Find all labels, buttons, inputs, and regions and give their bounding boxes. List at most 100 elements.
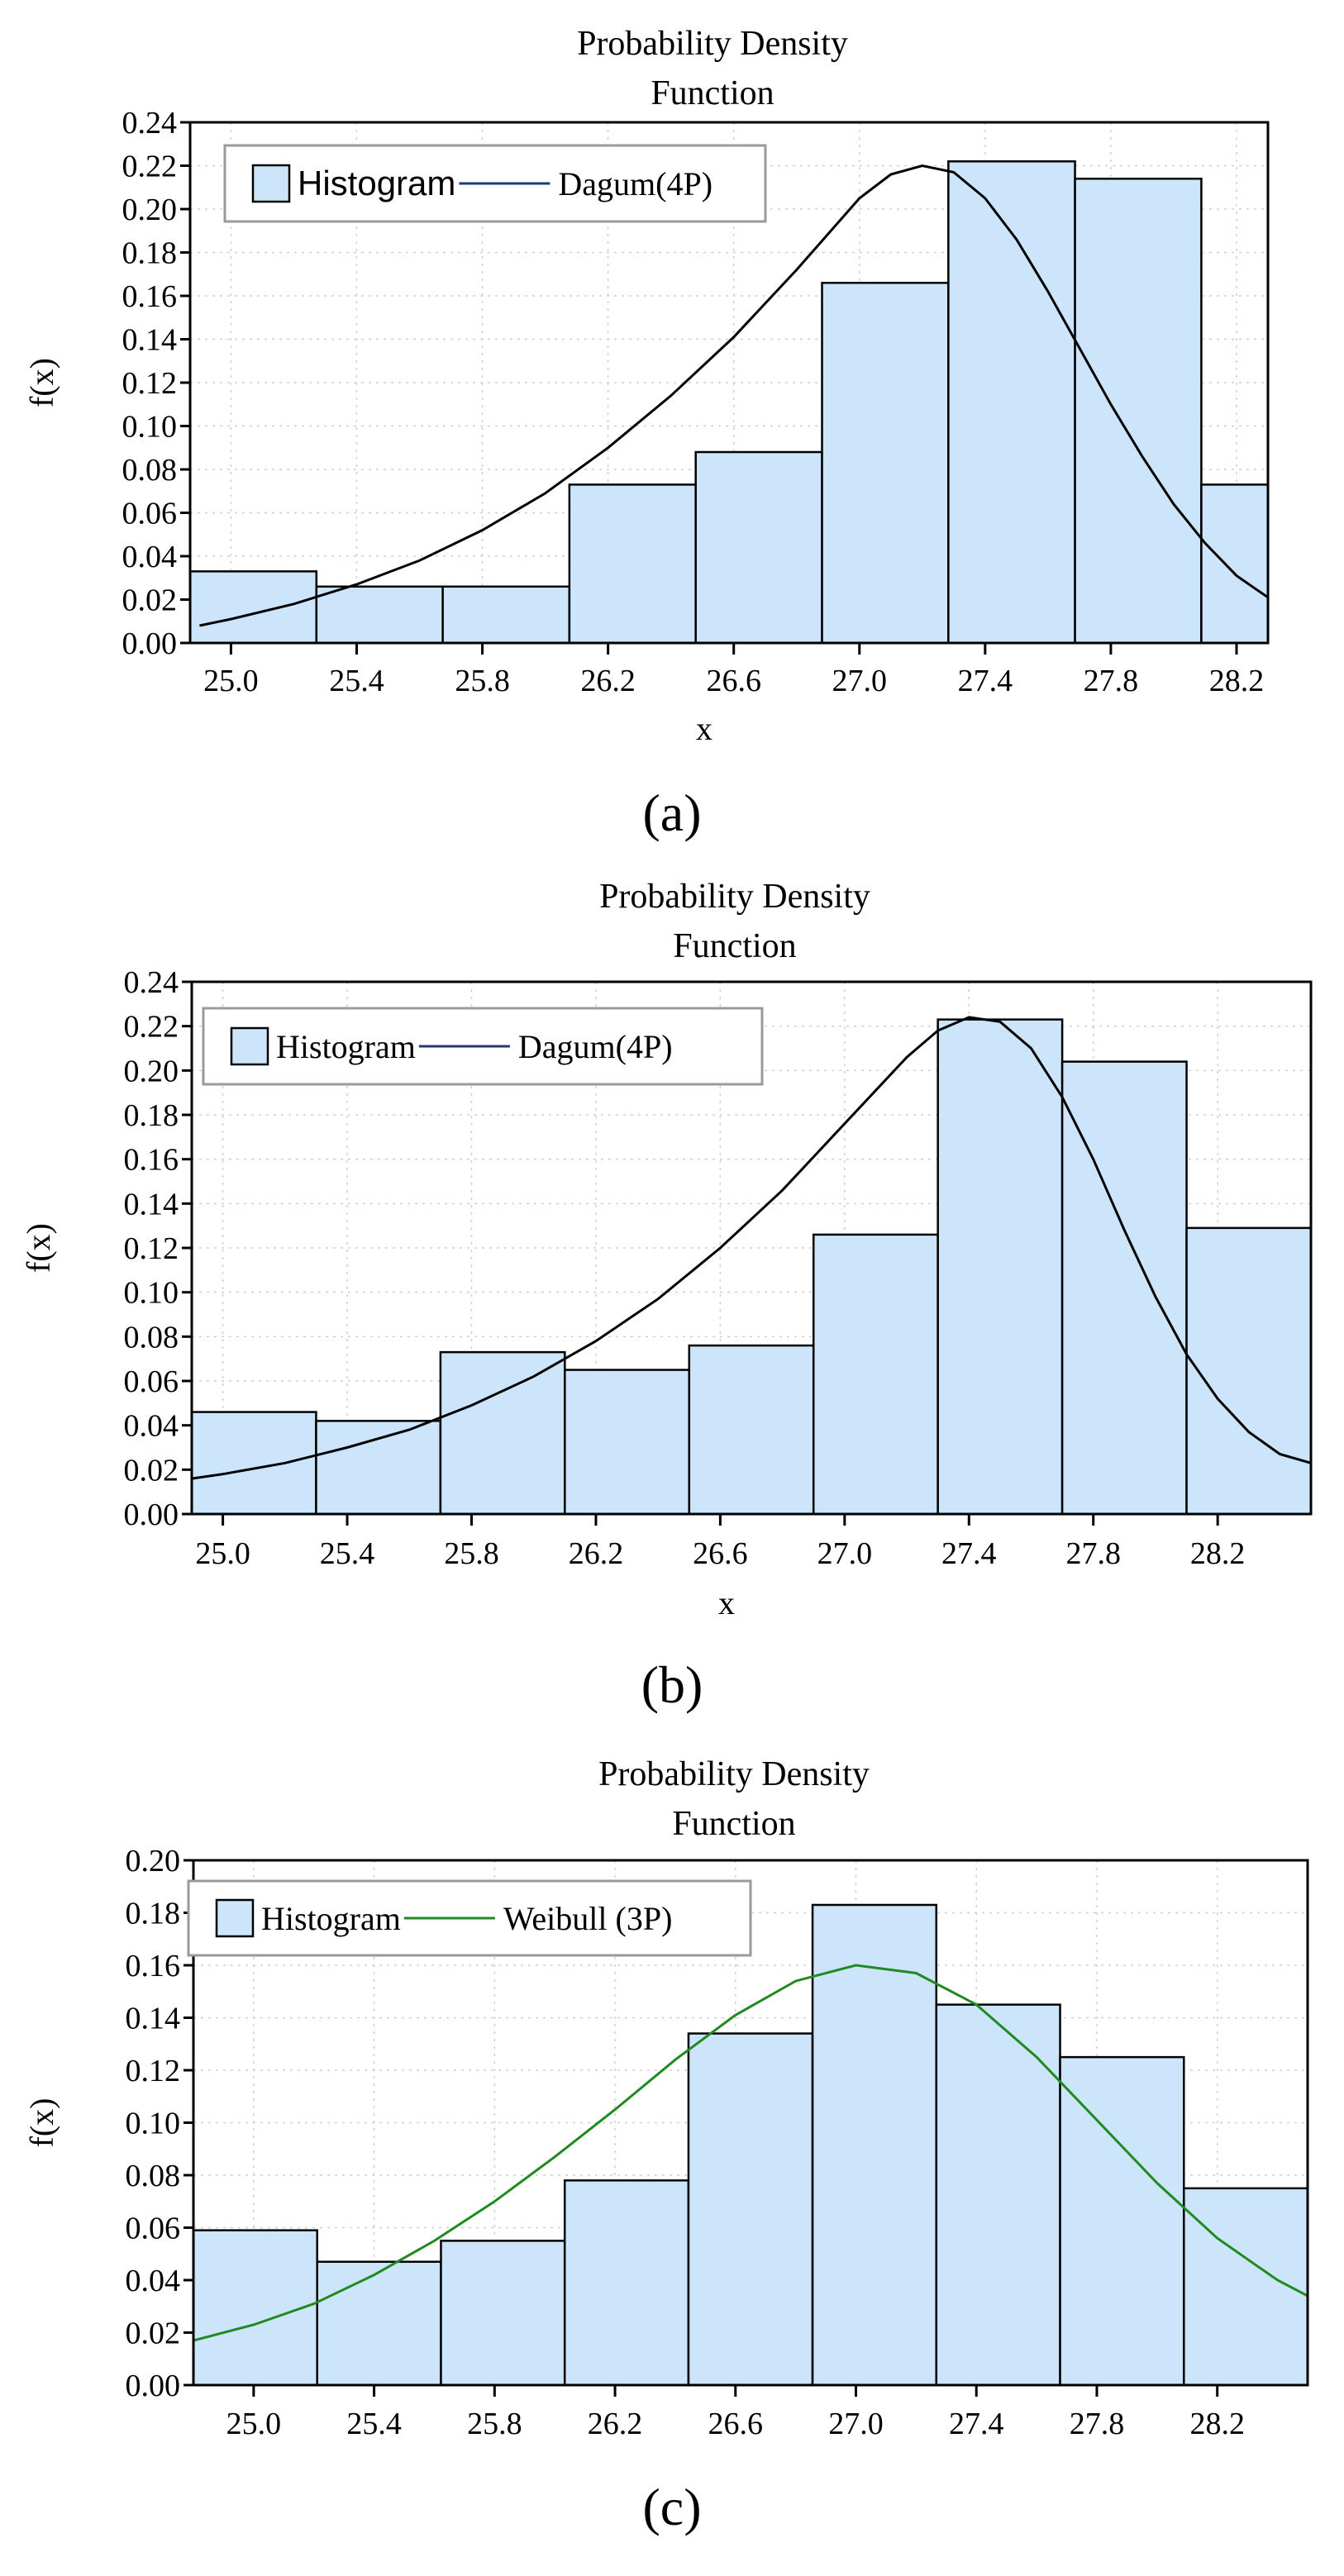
y-tick-label: 0.02 (126, 2316, 181, 2351)
y-axis-label: f(x) (23, 2098, 60, 2148)
x-tick-label: 26.2 (569, 1536, 624, 1571)
y-tick-label: 0.06 (122, 497, 178, 531)
x-tick-label: 27.0 (817, 1536, 873, 1571)
y-tick-label: 0.00 (122, 626, 178, 661)
y-tick-label: 0.08 (126, 2159, 181, 2193)
histogram-bar (439, 1350, 566, 1514)
x-tick-label: 27.0 (832, 664, 888, 698)
y-tick-label: 0.04 (126, 2264, 181, 2298)
x-tick-label: 27.4 (941, 1536, 997, 1571)
y-tick-label: 0.06 (126, 2212, 181, 2246)
histogram-bar (192, 1411, 317, 1514)
x-tick-label: 27.0 (828, 2407, 884, 2441)
histogram-bar (935, 2003, 1061, 2385)
x-tick-label: 26.6 (708, 2407, 764, 2441)
y-tick-label: 0.00 (126, 2369, 181, 2403)
y-tick-label: 0.04 (124, 1409, 179, 1444)
x-tick-label: 28.2 (1189, 2407, 1245, 2441)
legend: Histogram Dagum(4P) (223, 144, 767, 223)
y-tick-label: 0.14 (124, 1187, 179, 1221)
panel-label: (b) (641, 1655, 703, 1714)
histogram-bar (937, 1018, 1064, 1514)
legend-curve-label: Dagum(4P) (558, 165, 713, 202)
y-tick-label: 0.16 (124, 1143, 179, 1178)
histogram-bars (190, 160, 1268, 643)
y-tick-label: 0.16 (122, 279, 178, 314)
x-tick-label: 27.8 (1070, 2407, 1125, 2441)
y-tick-label: 0.16 (126, 1949, 181, 1983)
y-tick-label: 0.10 (122, 410, 178, 445)
x-tick-label: 27.8 (1084, 664, 1139, 698)
histogram-bar (441, 585, 571, 643)
chart-title-line: Function (673, 927, 796, 965)
x-tick-label: 25.0 (203, 664, 259, 698)
legend-histogram-label: Histogram (261, 1900, 401, 1937)
y-tick-label: 0.06 (124, 1364, 179, 1399)
histogram-bar (440, 2240, 566, 2385)
histogram-bar (812, 1233, 939, 1514)
histogram-bar (316, 2260, 442, 2385)
y-tick-label: 0.04 (122, 540, 178, 574)
panel-label: (c) (642, 2478, 701, 2536)
x-tick-label: 25.4 (346, 2407, 402, 2441)
x-tick-label: 28.2 (1209, 664, 1265, 698)
histogram-bars (192, 1018, 1311, 1514)
legend-curve-label: Weibull (3P) (503, 1900, 673, 1937)
legend: Histogram Weibull (3P) (187, 1879, 752, 1957)
histogram-bar (193, 2229, 318, 2385)
y-axis-label: f(x) (20, 1223, 57, 1273)
chart-title-line: Probability Density (598, 1755, 870, 1793)
legend-curve-label: Dagum(4P) (518, 1028, 673, 1065)
x-tick-label: 25.4 (329, 664, 384, 698)
y-tick-label: 0.20 (126, 1844, 181, 1878)
histogram-bar (190, 570, 318, 643)
x-tick-label: 28.2 (1190, 1536, 1246, 1571)
x-tick-label: 26.6 (693, 1536, 748, 1571)
histogram-bar (315, 585, 444, 643)
y-tick-label: 0.14 (122, 323, 178, 358)
x-tick-label: 27.8 (1065, 1536, 1121, 1571)
y-tick-label: 0.02 (122, 583, 178, 618)
chart-panel: Probability Density Function 0.00 0.02 0.04 0… (20, 878, 1313, 1714)
legend-histogram-label: Histogram (298, 164, 455, 202)
y-tick-label: 0.14 (126, 2002, 181, 2036)
y-tick-label: 0.08 (122, 453, 178, 488)
x-tick-label: 26.6 (706, 664, 761, 698)
histogram-bar (688, 1344, 815, 1514)
y-tick-label: 0.22 (122, 150, 178, 184)
x-tick-label: 26.2 (580, 664, 636, 698)
x-tick-label: 25.0 (226, 2407, 282, 2441)
y-tick-label: 0.12 (126, 2054, 181, 2088)
x-tick-label: 25.4 (320, 1536, 375, 1571)
chart-title-line: Function (672, 1805, 795, 1843)
y-tick-label: 0.18 (124, 1098, 179, 1133)
density-curve-line (192, 1016, 1311, 1480)
x-tick-label: 27.4 (958, 664, 1013, 698)
histogram-bar (1060, 1060, 1188, 1514)
x-axis-label: x (718, 1584, 735, 1621)
histogram-bar (1074, 178, 1203, 643)
x-tick-label: 25.8 (444, 1536, 499, 1571)
y-tick-label: 0.12 (122, 366, 178, 401)
histogram-bar (1059, 2055, 1185, 2385)
histogram-bars (193, 1903, 1308, 2385)
histogram-bar (564, 1369, 691, 1514)
legend-histogram-swatch (215, 1898, 255, 1938)
panel-label: (a) (642, 783, 701, 842)
chart-title-line: Function (651, 74, 774, 112)
y-tick-label: 0.10 (124, 1276, 179, 1311)
histogram-bar (1200, 483, 1268, 643)
histogram-bar (1185, 1226, 1311, 1514)
y-tick-label: 0.02 (124, 1453, 179, 1488)
y-axis-label: f(x) (23, 358, 60, 407)
y-tick-label: 0.22 (124, 1010, 179, 1045)
y-tick-label: 0.20 (122, 193, 178, 227)
x-tick-label: 25.8 (467, 2407, 522, 2441)
chart-panel: Probability Density Function 0.00 0.02 0.04 0… (23, 1755, 1309, 2536)
y-tick-label: 0.18 (126, 1897, 181, 1931)
chart-panel: Probability Density Function 0.00 0.02 0.04 0… (23, 25, 1270, 842)
x-tick-label: 25.0 (195, 1536, 250, 1571)
chart-title-line: Probability Density (599, 878, 870, 916)
histogram-bar (687, 2032, 814, 2385)
y-tick-label: 0.20 (124, 1054, 179, 1088)
